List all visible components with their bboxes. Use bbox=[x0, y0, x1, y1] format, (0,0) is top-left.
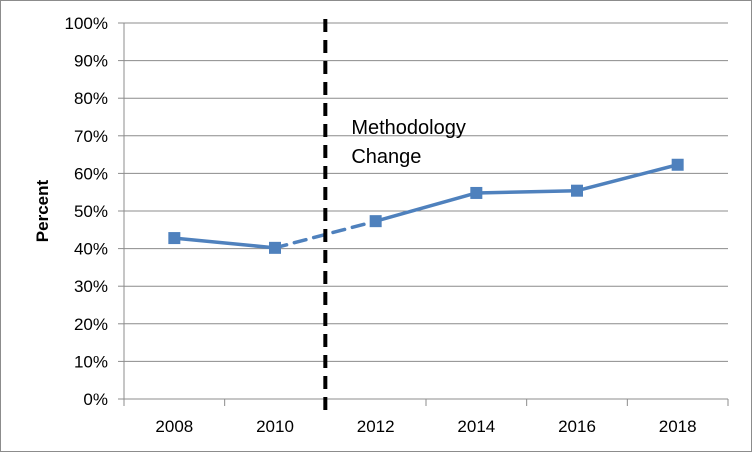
series-0-segment-0 bbox=[172, 236, 277, 250]
y-axis-label: Percent bbox=[33, 179, 52, 242]
data-point-2012 bbox=[369, 215, 382, 228]
y-tick-label-30: 30% bbox=[74, 277, 108, 296]
series-0-segment-4 bbox=[575, 163, 680, 193]
data-point-2016 bbox=[571, 184, 583, 197]
annotation-text-line-1: Methodology bbox=[351, 117, 466, 139]
y-tick-label-60: 60% bbox=[74, 164, 108, 183]
x-tick-label-2008: 2008 bbox=[155, 417, 193, 436]
y-tick-label-80: 80% bbox=[74, 89, 108, 108]
y-tick-label-40: 40% bbox=[74, 240, 108, 259]
data-point-2018 bbox=[671, 158, 684, 171]
y-tick-label-20: 20% bbox=[74, 315, 108, 334]
y-tick-label-10: 10% bbox=[74, 352, 108, 371]
series-0-segment-2 bbox=[373, 191, 479, 223]
methodology-change-annotation: Methodology Change bbox=[323, 19, 466, 417]
gridlines bbox=[118, 22, 728, 400]
data-point-2008 bbox=[168, 232, 181, 245]
x-tick-label-2018: 2018 bbox=[659, 417, 697, 436]
y-tick-label-0: 0% bbox=[83, 390, 108, 409]
x-tick-label-2014: 2014 bbox=[457, 417, 495, 436]
x-tick-label-2016: 2016 bbox=[558, 417, 596, 436]
x-tick-label-2010: 2010 bbox=[256, 417, 294, 436]
data-point-2010 bbox=[269, 241, 281, 254]
x-tick-labels: 2008 2010 2012 2014 2016 2018 bbox=[155, 417, 696, 436]
data-point-2014 bbox=[470, 186, 483, 199]
y-tick-labels: 0% 10% 20% 30% 40% 50% 60% 70% 80% 90% 100% bbox=[65, 14, 108, 409]
series-layer bbox=[168, 158, 684, 254]
series-0-segment-3 bbox=[474, 188, 579, 195]
x-tick-label-2012: 2012 bbox=[357, 417, 395, 436]
y-tick-label-70: 70% bbox=[74, 127, 108, 146]
y-tick-label-50: 50% bbox=[74, 202, 108, 221]
y-tick-label-90: 90% bbox=[74, 52, 108, 71]
y-tick-label-100: 100% bbox=[65, 14, 108, 33]
axes bbox=[123, 23, 729, 406]
annotation-text-line-2: Change bbox=[351, 146, 421, 168]
